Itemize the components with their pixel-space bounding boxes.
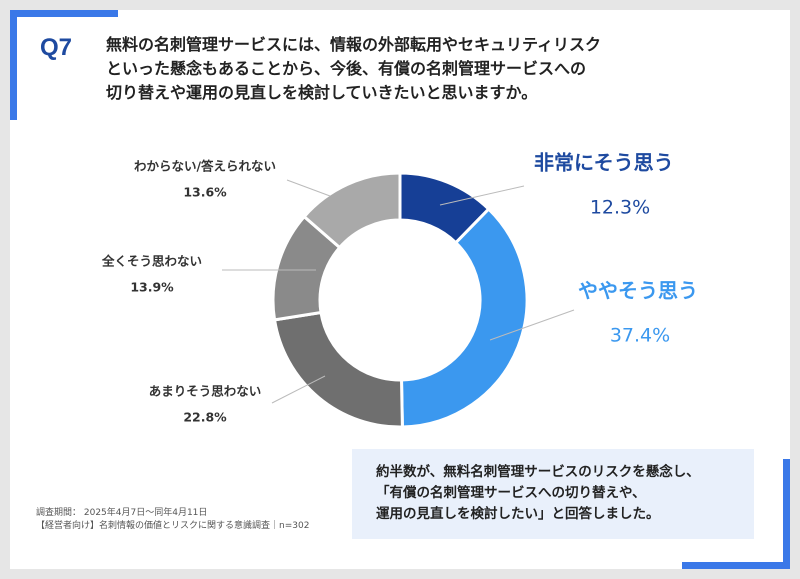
- slice-value-4: 13.6%: [183, 185, 227, 200]
- accent-bar-right-bottom: [783, 459, 790, 569]
- footnote-survey: 【経営者向け】名刺情報の価値とリスクに関する意識調査｜n=302: [36, 521, 310, 531]
- slice-2: [272, 310, 404, 429]
- slice-label-4: わからない/答えられない: [134, 159, 276, 174]
- slice-4: [302, 171, 402, 250]
- leader-line-0: [439, 185, 525, 206]
- slice-label-0: 非常にそう思う: [534, 151, 674, 175]
- leader-line-1: [489, 309, 575, 341]
- summary-line-1: 約半数が、無料名刺管理サービスのリスクを懸念し、: [376, 464, 700, 480]
- question-text: 無料の名刺管理サービスには、情報の外部転用やセキュリティリスク といった懸念もあ…: [106, 33, 746, 105]
- slice-value-3: 13.9%: [130, 280, 174, 295]
- leader-line-2: [271, 375, 326, 404]
- slice-label-3: 全くそう思わない: [101, 254, 202, 269]
- slice-label-2: あまりそう思わない: [149, 384, 262, 399]
- summary-line-3: 運用の見直しを検討したい」と回答しました。: [376, 506, 660, 522]
- leader-line-4: [286, 179, 331, 197]
- slice-value-2: 22.8%: [183, 410, 227, 425]
- accent-bar-left-top: [10, 10, 17, 120]
- accent-bar-top-left: [10, 10, 118, 17]
- question-line-1: 無料の名刺管理サービスには、情報の外部転用やセキュリティリスク: [106, 35, 602, 54]
- footnote-period: 調査期間： 2025年4月7日〜同年4月11日: [36, 508, 208, 518]
- survey-footnote: 調査期間： 2025年4月7日〜同年4月11日 【経営者向け】名刺情報の価値とリ…: [36, 507, 309, 533]
- slice-value-0: 12.3%: [590, 197, 650, 219]
- slice-1: [399, 206, 529, 429]
- question-line-2: といった懸念もあることから、今後、有償の名刺管理サービスへの: [106, 59, 587, 78]
- summary-line-2: 「有償の名刺管理サービスへの切り替えや、: [376, 485, 646, 501]
- slice-value-1: 37.4%: [610, 325, 670, 347]
- summary-box: 約半数が、無料名刺管理サービスのリスクを懸念し、 「有償の名刺管理サービスへの切…: [352, 449, 754, 539]
- accent-bar-bottom-right: [682, 562, 790, 569]
- question-line-3: 切り替えや運用の見直しを検討していきたいと思いますか。: [106, 83, 538, 102]
- summary-text: 約半数が、無料名刺管理サービスのリスクを懸念し、 「有償の名刺管理サービスへの切…: [376, 462, 700, 525]
- question-number: Q7: [40, 34, 73, 61]
- slice-label-1: ややそう思う: [578, 279, 698, 303]
